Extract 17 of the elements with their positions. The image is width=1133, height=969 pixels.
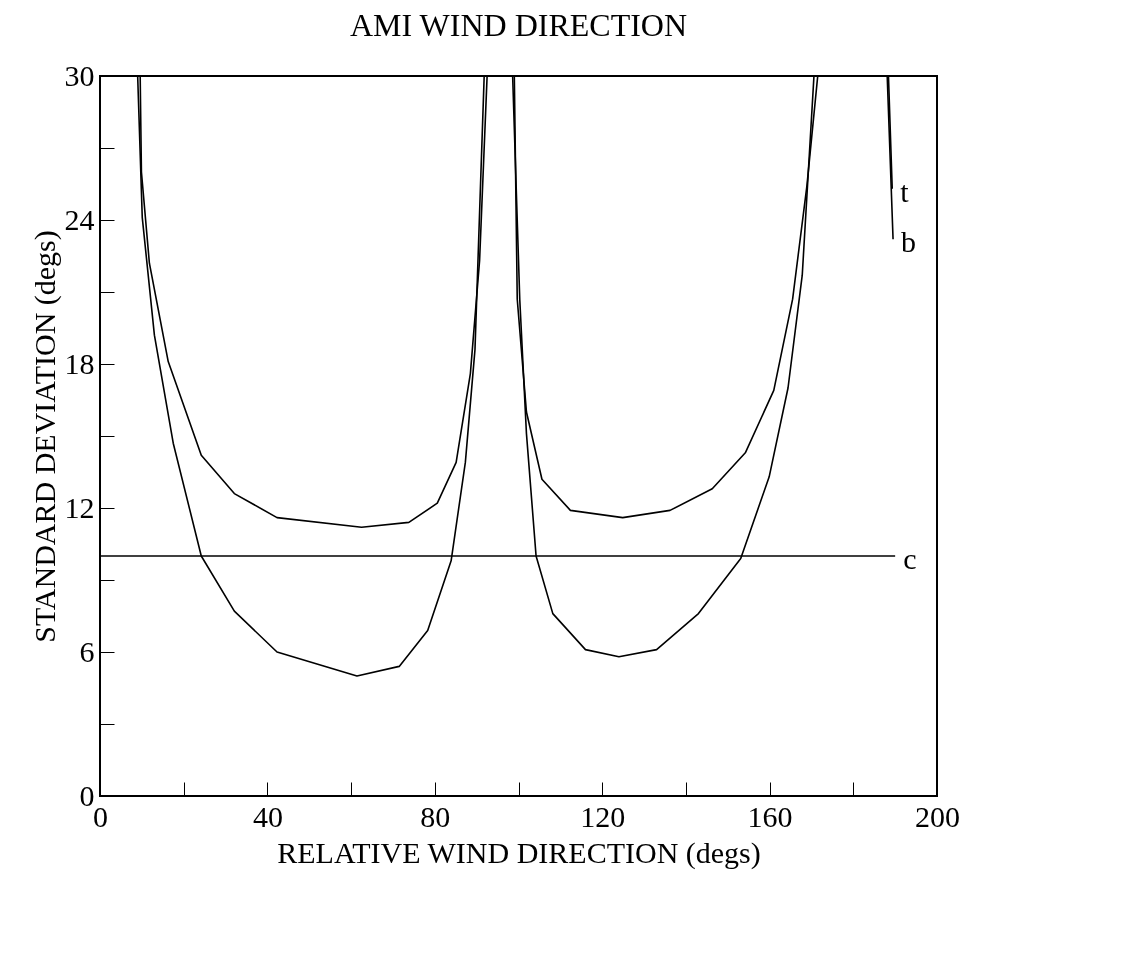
series-label: b [901, 225, 917, 259]
chart-title: AMI WIND DIRECTION [349, 7, 688, 43]
y-tick-label: 24 [64, 202, 95, 236]
y-tick-label: 0 [79, 778, 95, 812]
x-tick-label: 40 [252, 799, 283, 833]
x-axis-title: RELATIVE WIND DIRECTION (degs) [277, 835, 761, 870]
y-tick-label: 12 [64, 490, 95, 524]
x-tick-label: 80 [420, 799, 451, 833]
series-label: t [900, 174, 910, 208]
x-tick-label: 200 [915, 799, 960, 833]
x-tick-label: 160 [747, 799, 793, 833]
y-axis-title: STANDARD DEVIATION (degs) [27, 230, 62, 643]
y-tick-label: 6 [79, 634, 95, 668]
y-tick-label: 30 [64, 58, 95, 92]
series-label: c [903, 542, 917, 575]
y-tick-label: 18 [64, 346, 95, 380]
x-tick-label: 120 [580, 799, 626, 833]
